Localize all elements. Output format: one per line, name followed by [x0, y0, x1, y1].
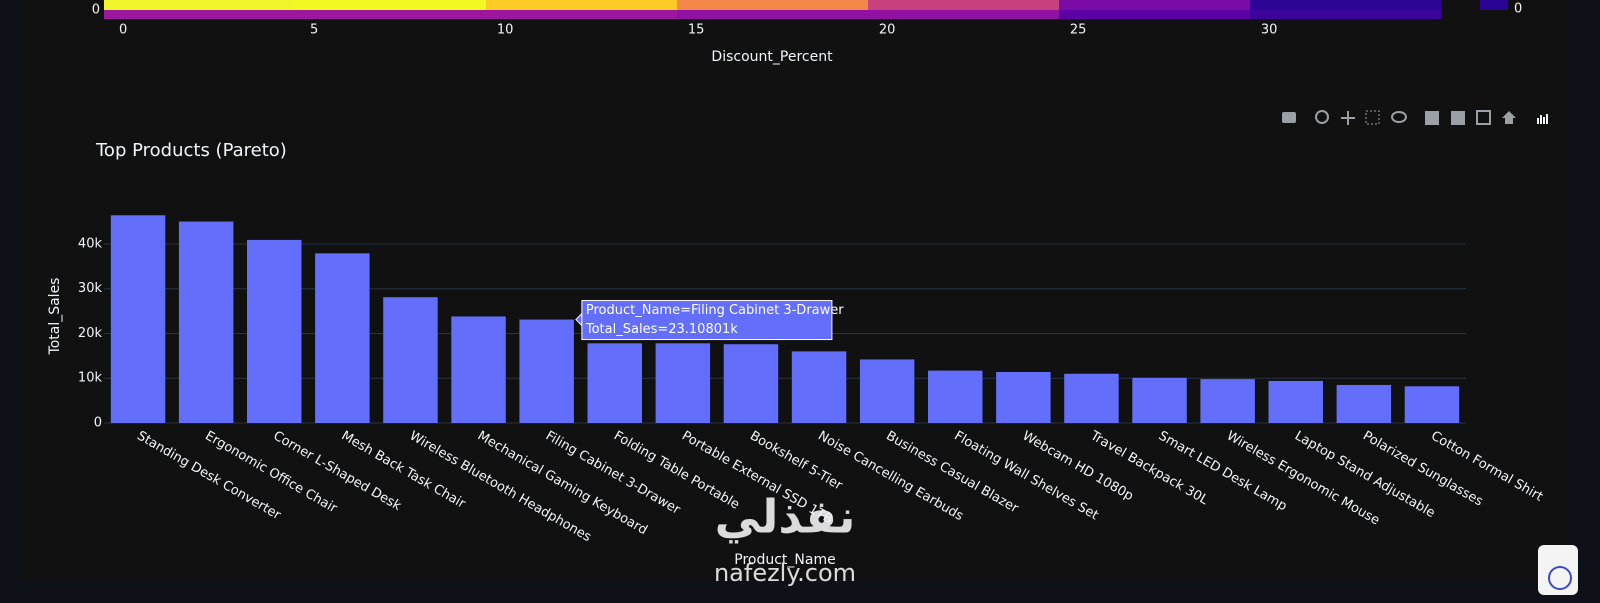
bar	[1200, 379, 1255, 423]
watermark-latin: nafezly.com	[714, 559, 856, 587]
bar	[178, 221, 234, 423]
bar	[655, 343, 711, 423]
bar	[723, 344, 779, 423]
bar	[247, 239, 302, 423]
zoom-in-icon[interactable]	[1425, 111, 1439, 125]
x-axis-title: Product_Name	[734, 552, 835, 568]
heatmap-cell	[677, 10, 869, 19]
reset-icon[interactable]	[1502, 111, 1516, 124]
bar	[519, 319, 574, 423]
bar	[1404, 386, 1460, 423]
bar	[587, 343, 642, 423]
bar	[383, 297, 438, 423]
bar	[996, 371, 1051, 423]
x-tick-label: 10	[497, 23, 514, 38]
bar	[859, 359, 915, 423]
y-tick-label: 40k	[78, 236, 103, 251]
y-tick-label: 10k	[78, 371, 103, 386]
x-tick-label: 15	[688, 23, 705, 38]
heatmap-cell	[1059, 10, 1251, 19]
lasso-icon[interactable]	[1391, 111, 1407, 123]
heatmap-cell	[677, 0, 869, 10]
tooltip-line: Product_Name=Filing Cabinet 3-Drawer	[586, 303, 844, 318]
bar	[1064, 373, 1119, 423]
x-tick-label: 30	[1261, 23, 1278, 38]
collapse-icon[interactable]	[1548, 566, 1572, 590]
heatmap-cell	[104, 0, 296, 10]
bar	[928, 370, 983, 423]
hover-tooltip: Product_Name=Filing Cabinet 3-Drawer Tota…	[575, 300, 844, 341]
y-tick-label: 0	[94, 416, 102, 431]
heatmap-cell	[486, 0, 678, 10]
bar	[1336, 384, 1392, 423]
watermark-arabic: نفذلي	[715, 490, 856, 544]
tooltip-box	[581, 300, 833, 341]
x-tick-label: 25	[1070, 23, 1087, 38]
heatmap-cell	[486, 10, 678, 19]
heatmap-cell	[868, 10, 1060, 19]
heatmap-cell	[1059, 0, 1251, 10]
heatmap-cell	[104, 10, 296, 19]
colorbar	[1480, 0, 1508, 10]
heatmap-cell	[295, 0, 487, 10]
camera-icon[interactable]	[1282, 112, 1296, 123]
bar	[1132, 377, 1187, 423]
tooltip-line: Total_Sales=23.10801k	[585, 322, 738, 337]
heatmap-cell	[295, 10, 487, 19]
box-select-icon[interactable]	[1365, 110, 1380, 125]
x-tick-label: 0	[119, 23, 127, 38]
bar	[1268, 380, 1323, 423]
bar	[451, 316, 506, 423]
y-tick-label: 20k	[78, 326, 103, 341]
zoom-icon[interactable]	[1315, 110, 1329, 124]
side-widget[interactable]	[1538, 545, 1578, 595]
colorbar-tick-label: 0	[1514, 2, 1522, 17]
x-axis-title: Discount_Percent	[711, 49, 833, 65]
bar	[110, 215, 166, 423]
heatmap-cell	[1250, 0, 1442, 10]
y-axis-title: Total_Sales	[47, 278, 63, 356]
y-tick-label: 0	[92, 3, 100, 18]
zoom-out-icon[interactable]	[1451, 111, 1465, 125]
heatmap-cell	[1250, 10, 1442, 19]
autoscale-icon[interactable]	[1476, 110, 1491, 125]
bar	[315, 253, 370, 423]
bar	[791, 351, 847, 423]
y-tick-label: 30k	[78, 281, 103, 296]
pan-icon[interactable]	[1341, 111, 1355, 125]
x-tick-label: 5	[310, 23, 318, 38]
modebar	[1282, 110, 1548, 125]
plotly-logo[interactable]	[1537, 114, 1548, 124]
heatmap-cell	[868, 0, 1060, 10]
x-tick-label: 20	[879, 23, 896, 38]
chart-title: Top Products (Pareto)	[95, 140, 287, 161]
